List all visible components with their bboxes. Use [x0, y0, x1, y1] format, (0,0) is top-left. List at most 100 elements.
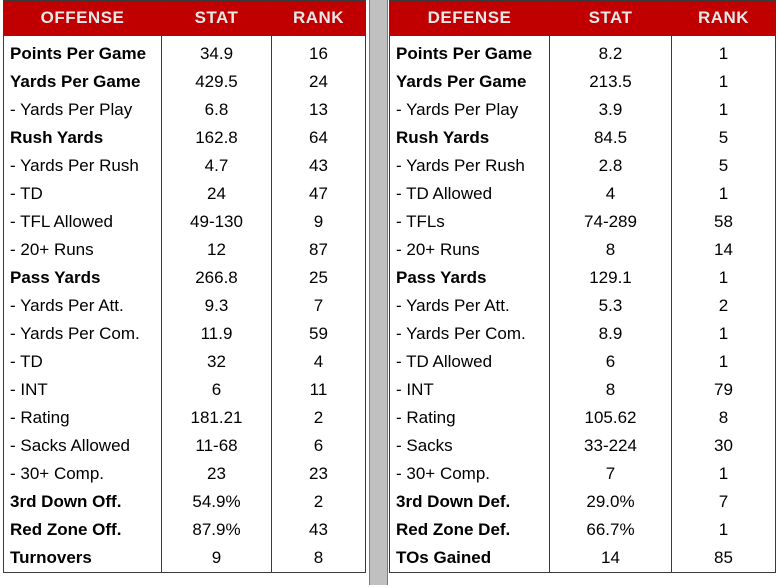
defense-row-stat: 8: [549, 376, 672, 404]
defense-row-rank: 1: [671, 35, 776, 68]
offense-row-label: - Yards Per Att.: [3, 292, 162, 320]
offense-row: - Yards Per Com. 11.9 59: [3, 320, 366, 348]
defense-row: Pass Yards 129.1 1: [389, 264, 776, 292]
defense-row-label: - Yards Per Play: [389, 96, 550, 124]
defense-row-label: - 30+ Comp.: [389, 460, 550, 488]
offense-row-rank: 2: [271, 404, 366, 432]
offense-row-label: Pass Yards: [3, 264, 162, 292]
offense-row: - TFL Allowed 49-130 9: [3, 208, 366, 236]
offense-row-rank: 7: [271, 292, 366, 320]
defense-row: - Rating 105.62 8: [389, 404, 776, 432]
defense-row-rank: 1: [671, 516, 776, 544]
offense-row-stat: 9.3: [161, 292, 272, 320]
defense-row-label: - 20+ Runs: [389, 236, 550, 264]
defense-row: Points Per Game 8.2 1: [389, 35, 776, 68]
offense-row-label: - Rating: [3, 404, 162, 432]
offense-rows: Points Per Game 34.9 16 Yards Per Game 429.5…: [3, 35, 366, 573]
offense-row-stat: 32: [161, 348, 272, 376]
offense-row-rank: 8: [271, 544, 366, 573]
offense-header-stat: STAT: [161, 0, 272, 36]
offense-row-label: - TD: [3, 348, 162, 376]
offense-row: - TD 24 47: [3, 180, 366, 208]
defense-header-stat: STAT: [549, 0, 672, 36]
defense-header-rank: RANK: [671, 0, 776, 36]
offense-row-label: Yards Per Game: [3, 68, 162, 96]
defense-row: - TD Allowed 6 1: [389, 348, 776, 376]
offense-row-label: - Sacks Allowed: [3, 432, 162, 460]
offense-row: Red Zone Off. 87.9% 43: [3, 516, 366, 544]
defense-row-stat: 213.5: [549, 68, 672, 96]
defense-row-stat: 5.3: [549, 292, 672, 320]
offense-row-stat: 24: [161, 180, 272, 208]
defense-row: TOs Gained 14 85: [389, 544, 776, 573]
defense-row-label: - Yards Per Rush: [389, 152, 550, 180]
defense-row-rank: 5: [671, 152, 776, 180]
offense-row-rank: 16: [271, 35, 366, 68]
offense-row-stat: 429.5: [161, 68, 272, 96]
defense-row-rank: 1: [671, 68, 776, 96]
offense-panel: OFFENSE STAT RANK Points Per Game 34.9 16 Y…: [3, 0, 366, 573]
offense-row-rank: 43: [271, 516, 366, 544]
offense-row-label: - 20+ Runs: [3, 236, 162, 264]
defense-row: - Yards Per Rush 2.8 5: [389, 152, 776, 180]
defense-row-label: Points Per Game: [389, 35, 550, 68]
offense-row-label: 3rd Down Off.: [3, 488, 162, 516]
defense-panel: DEFENSE STAT RANK Points Per Game 8.2 1 Yar…: [389, 0, 776, 573]
defense-row-rank: 7: [671, 488, 776, 516]
offense-row-rank: 87: [271, 236, 366, 264]
defense-row-rank: 5: [671, 124, 776, 152]
offense-row-stat: 12: [161, 236, 272, 264]
offense-row: - Yards Per Rush 4.7 43: [3, 152, 366, 180]
offense-row-rank: 6: [271, 432, 366, 460]
defense-row: Rush Yards 84.5 5: [389, 124, 776, 152]
offense-row-label: Turnovers: [3, 544, 162, 573]
defense-header-row: DEFENSE STAT RANK: [389, 0, 776, 36]
offense-header-label: OFFENSE: [3, 0, 162, 36]
defense-row: Red Zone Def. 66.7% 1: [389, 516, 776, 544]
offense-row-label: - Yards Per Rush: [3, 152, 162, 180]
offense-row-label: Red Zone Off.: [3, 516, 162, 544]
offense-row: Pass Yards 266.8 25: [3, 264, 366, 292]
offense-row: 3rd Down Off. 54.9% 2: [3, 488, 366, 516]
offense-row-stat: 54.9%: [161, 488, 272, 516]
defense-row: - INT 8 79: [389, 376, 776, 404]
defense-row-stat: 3.9: [549, 96, 672, 124]
offense-header-row: OFFENSE STAT RANK: [3, 0, 366, 36]
defense-row: - 20+ Runs 8 14: [389, 236, 776, 264]
defense-row-label: - Yards Per Att.: [389, 292, 550, 320]
offense-row-rank: 13: [271, 96, 366, 124]
defense-row-label: Rush Yards: [389, 124, 550, 152]
offense-row: - INT 6 11: [3, 376, 366, 404]
offense-row: Rush Yards 162.8 64: [3, 124, 366, 152]
offense-row-label: Rush Yards: [3, 124, 162, 152]
offense-row: Yards Per Game 429.5 24: [3, 68, 366, 96]
offense-header-rank: RANK: [271, 0, 366, 36]
offense-row-stat: 49-130: [161, 208, 272, 236]
offense-row-stat: 11.9: [161, 320, 272, 348]
offense-row-rank: 59: [271, 320, 366, 348]
defense-row: - Yards Per Com. 8.9 1: [389, 320, 776, 348]
offense-row-stat: 23: [161, 460, 272, 488]
offense-row-stat: 4.7: [161, 152, 272, 180]
offense-row-label: - TFL Allowed: [3, 208, 162, 236]
offense-row-rank: 47: [271, 180, 366, 208]
offense-row-label: - TD: [3, 180, 162, 208]
defense-row: - Sacks 33-224 30: [389, 432, 776, 460]
defense-table: DEFENSE STAT RANK Points Per Game 8.2 1 Yar…: [389, 0, 776, 573]
offense-row: - Sacks Allowed 11-68 6: [3, 432, 366, 460]
offense-row-label: Points Per Game: [3, 35, 162, 68]
offense-row-rank: 4: [271, 348, 366, 376]
offense-row-stat: 181.21: [161, 404, 272, 432]
defense-row-stat: 6: [549, 348, 672, 376]
defense-row-rank: 1: [671, 348, 776, 376]
offense-row: - 30+ Comp. 23 23: [3, 460, 366, 488]
offense-row-stat: 34.9: [161, 35, 272, 68]
defense-row: - Yards Per Play 3.9 1: [389, 96, 776, 124]
defense-row-stat: 8: [549, 236, 672, 264]
defense-row: - 30+ Comp. 7 1: [389, 460, 776, 488]
defense-rows: Points Per Game 8.2 1 Yards Per Game 213.5 1-…: [389, 35, 776, 573]
offense-row-stat: 162.8: [161, 124, 272, 152]
defense-row-stat: 74-289: [549, 208, 672, 236]
column-divider: [369, 0, 388, 585]
defense-row-stat: 4: [549, 180, 672, 208]
